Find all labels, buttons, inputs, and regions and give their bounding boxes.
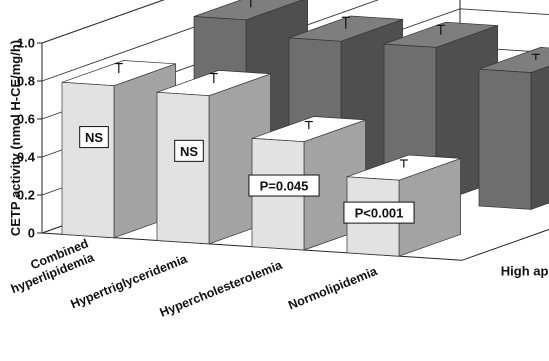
high-apoc1-bars — [61, 60, 461, 257]
gridline — [41, 0, 379, 120]
category-label: Combinedhyperlipidemia — [3, 236, 97, 296]
bar-front — [478, 68, 532, 210]
category-label-line: Normolipidemia — [286, 264, 380, 313]
bar-front — [61, 81, 115, 239]
annotations: NS NS P=0.045 P<0.001 — [79, 126, 415, 224]
annotation-label: P=0.045 — [260, 179, 309, 194]
series-label-high: High apoC1 — [501, 263, 549, 278]
y-tick-label: 0.2 — [17, 188, 35, 203]
annotation-box — [248, 174, 320, 197]
annotation-box — [174, 139, 204, 162]
annotation-label: NS — [85, 130, 103, 145]
y-axis-ticks: 0 0.2 0.4 0.6 0.8 1.0 — [17, 36, 42, 241]
bar-side — [530, 65, 549, 210]
y-tick-label: 0.6 — [17, 112, 35, 127]
low-apoc1-bar — [478, 47, 549, 210]
annotation-label: NS — [180, 144, 198, 159]
annotation-label: P<0.001 — [355, 206, 404, 221]
annotation-box — [79, 126, 109, 149]
y-tick-label: 0.4 — [17, 150, 36, 165]
y-axis-label: CETP activity (nmol H-CE/mg/h) — [8, 40, 23, 236]
annotation-box — [343, 201, 415, 224]
y-tick-label: 0 — [28, 226, 35, 241]
gridline — [41, 0, 272, 82]
y-tick-label: 1.0 — [17, 36, 35, 51]
y-tick-label: 0.8 — [17, 74, 35, 89]
bar-front — [156, 91, 210, 245]
series-labels: Low apoC1High apoC1 — [501, 263, 549, 278]
category-label: Normolipidemia — [286, 264, 380, 313]
